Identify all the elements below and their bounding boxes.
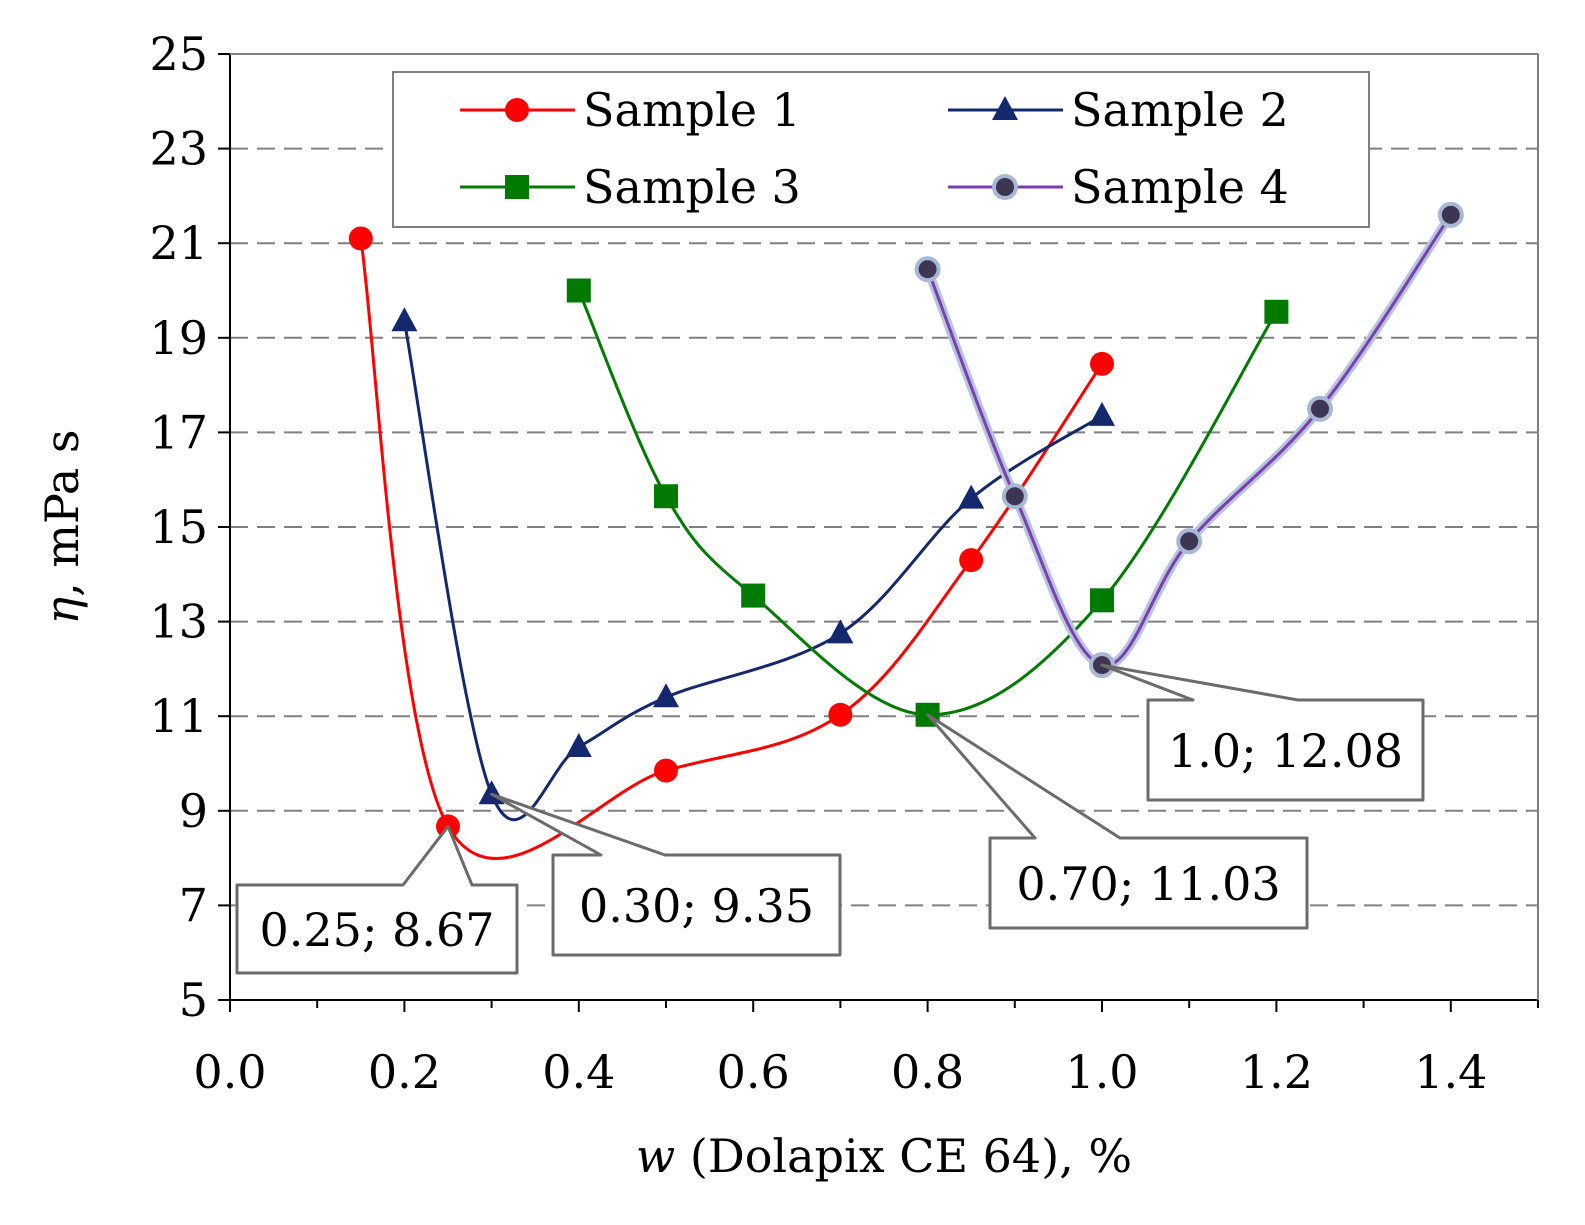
- x-tick-label: 1.4: [1414, 1045, 1487, 1099]
- series-3: [566, 278, 1289, 727]
- series-line: [402, 320, 1103, 822]
- data-point: [348, 226, 373, 251]
- series-line: [577, 289, 1278, 717]
- series-2: [391, 307, 1115, 822]
- data-point: [1089, 401, 1115, 426]
- data-point: [653, 683, 679, 708]
- y-tick-label: 19: [149, 311, 208, 365]
- x-tick-label: 0.0: [193, 1045, 266, 1099]
- data-point: [1264, 299, 1289, 324]
- data-point: [1005, 487, 1024, 506]
- annotation-callout: 0.30; 9.35: [490, 792, 842, 957]
- x-tick-label: 0.8: [891, 1045, 964, 1099]
- annotation-label: 0.70; 11.03: [1016, 857, 1280, 911]
- legend-box: [392, 71, 1370, 228]
- data-point: [1180, 532, 1199, 551]
- legend-marker: [505, 98, 529, 122]
- data-point: [391, 307, 418, 332]
- legend-label: Sample 2: [1071, 83, 1289, 137]
- y-tick-label: 9: [179, 784, 208, 838]
- annotation-label: 1.0; 12.08: [1168, 724, 1403, 778]
- legend-label: Sample 4: [1071, 160, 1289, 214]
- data-point: [1090, 351, 1114, 376]
- legend-entry-3: Sample 3: [460, 160, 801, 214]
- legend-marker: [992, 96, 1018, 120]
- annotation-label: 0.30; 9.35: [579, 879, 814, 933]
- y-tick-label: 15: [149, 500, 208, 554]
- data-point: [654, 758, 678, 783]
- legend-label: Sample 3: [583, 160, 801, 214]
- series-4: [914, 201, 1464, 679]
- callout-box: [1100, 663, 1425, 802]
- legend-entry-1: Sample 1: [460, 83, 801, 137]
- callout-box: [490, 792, 842, 957]
- x-tick-label: 0.2: [368, 1045, 441, 1099]
- series-layer: [348, 201, 1464, 861]
- data-point: [566, 278, 591, 303]
- data-point: [565, 732, 592, 757]
- annotation-label: 0.25; 8.67: [260, 903, 495, 957]
- x-tick-label: 1.2: [1240, 1045, 1313, 1099]
- data-point: [828, 702, 853, 727]
- annotation-callout: 0.70; 11.03: [926, 713, 1309, 930]
- y-tick-label: 7: [179, 878, 208, 932]
- annotation-callout: 1.0; 12.08: [1100, 663, 1425, 802]
- x-tick-label: 0.4: [542, 1045, 615, 1099]
- series-line-halo: [923, 210, 1456, 670]
- callout-box: [926, 713, 1309, 930]
- data-point: [827, 619, 854, 644]
- y-tick-label: 21: [149, 216, 208, 270]
- data-point: [741, 583, 766, 608]
- data-point: [1090, 588, 1114, 613]
- series-1: [348, 226, 1114, 861]
- data-point: [654, 484, 678, 509]
- y-tick-label: 25: [149, 27, 208, 81]
- legend-entry-4: Sample 4: [948, 160, 1289, 214]
- axes: 5 7 9 11 13 15 17 19 21 23 25 0.0 0.2 0.4 0.6 0.8 1.0 1.2…: [149, 27, 1539, 1099]
- legend-label: Sample 1: [583, 83, 801, 137]
- annotation-callout: 0.25; 8.67: [235, 824, 519, 975]
- y-tick-label: 17: [149, 405, 208, 459]
- x-tick-label: 0.6: [717, 1045, 790, 1099]
- legend: Sample 1 Sample 2 Sample 3 Sample 4: [392, 71, 1370, 228]
- legend-marker: [505, 175, 529, 199]
- y-tick-label: 5: [179, 973, 208, 1027]
- data-point: [918, 260, 937, 279]
- y-tick-label: 13: [149, 595, 208, 649]
- data-point: [959, 548, 984, 573]
- annotations: 0.25; 8.67 0.30; 9.35 0.70; 11.03 1.0; 12.0…: [235, 663, 1425, 975]
- y-tick-label: 11: [149, 689, 208, 743]
- legend-entry-2: Sample 2: [948, 83, 1289, 137]
- data-point: [958, 484, 985, 509]
- legend-marker: [996, 178, 1014, 196]
- x-tick-label: 1.0: [1065, 1045, 1138, 1099]
- x-axis-title: w (Dolapix CE 64), %: [636, 1129, 1132, 1183]
- y-axis-title: η, mPa s: [35, 430, 89, 625]
- data-point: [1311, 399, 1329, 418]
- data-point: [1441, 205, 1460, 224]
- series-line: [926, 213, 1453, 667]
- y-tick-label: 23: [149, 122, 208, 176]
- callout-box: [235, 824, 519, 975]
